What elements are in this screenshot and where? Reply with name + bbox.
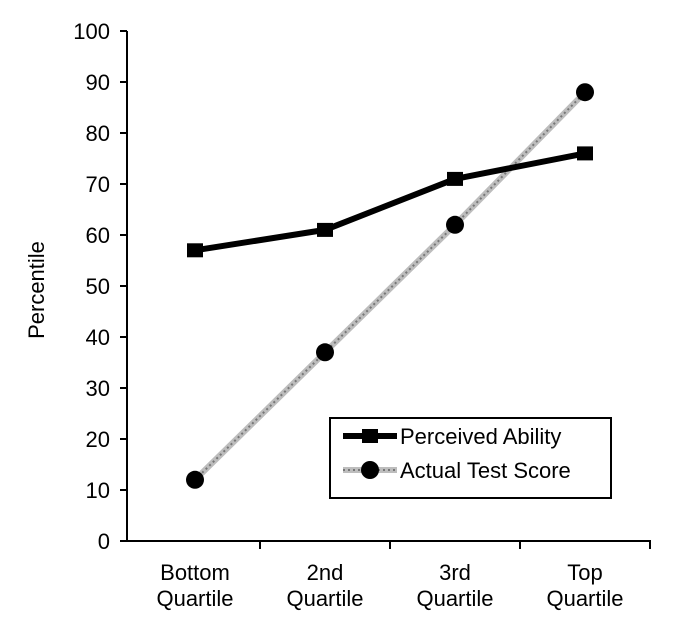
x-tick-label: 3rd Quartile <box>416 560 493 611</box>
y-axis-ticks: 0 10 20 30 40 50 60 70 80 90 100 <box>73 19 127 554</box>
x-tick-label: Bottom Quartile <box>156 560 233 611</box>
legend-label: Perceived Ability <box>400 424 561 449</box>
data-point <box>577 146 593 161</box>
legend-label: Actual Test Score <box>400 458 571 483</box>
data-point <box>447 171 463 186</box>
y-tick-label: 80 <box>86 121 110 146</box>
x-tick-label: Top Quartile <box>546 560 623 611</box>
y-tick-label: 30 <box>86 376 110 401</box>
x-axis-ticks: Bottom Quartile 2nd Quartile 3rd Quartile Top Q… <box>156 541 651 611</box>
legend-marker <box>361 461 379 479</box>
series-actual-test-score <box>186 83 594 489</box>
series-perceived-ability <box>187 146 593 258</box>
data-point <box>446 215 464 234</box>
y-axis-label: Percentile <box>24 241 49 339</box>
data-point <box>317 222 333 237</box>
y-tick-label: 40 <box>86 325 110 350</box>
y-tick-label: 50 <box>86 274 110 299</box>
y-tick-label: 100 <box>73 19 110 44</box>
series-line-texture <box>194 91 586 481</box>
series <box>186 83 594 489</box>
y-tick-label: 10 <box>86 478 110 503</box>
y-tick-label: 90 <box>86 70 110 95</box>
data-point <box>316 343 334 362</box>
y-tick-label: 0 <box>98 529 110 554</box>
data-point <box>576 83 594 102</box>
y-tick-label: 20 <box>86 427 110 452</box>
data-point <box>187 243 203 258</box>
y-tick-label: 60 <box>86 223 110 248</box>
legend: Perceived Ability Actual Test Score <box>329 417 612 499</box>
x-tick-label: 2nd Quartile <box>286 560 363 611</box>
y-tick-label: 70 <box>86 172 110 197</box>
data-point <box>186 470 204 489</box>
legend-marker <box>362 429 378 443</box>
series-line <box>194 150 586 254</box>
